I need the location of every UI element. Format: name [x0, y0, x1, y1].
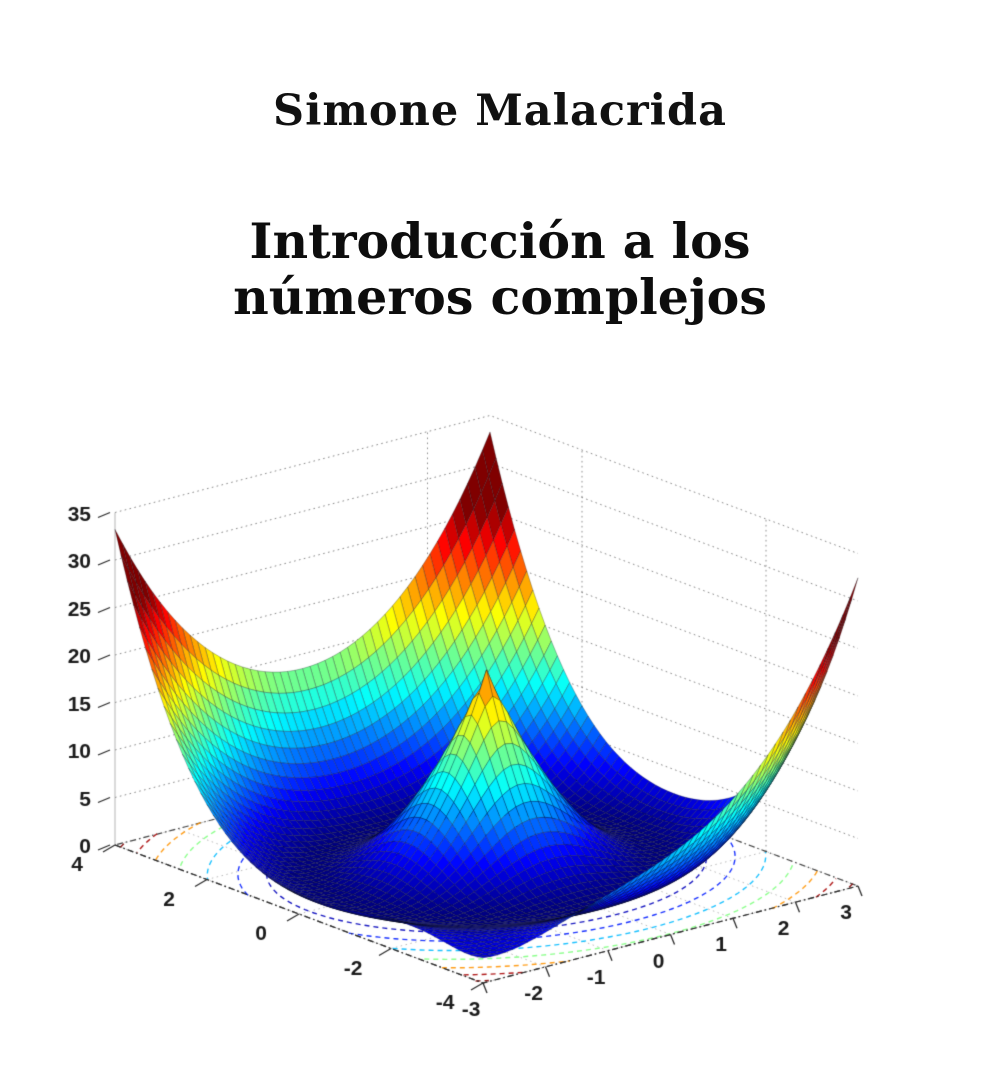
surface-plot-canvas: [0, 0, 1000, 1071]
book-cover: Simone Malacrida Introducción a los núme…: [0, 0, 1000, 1071]
